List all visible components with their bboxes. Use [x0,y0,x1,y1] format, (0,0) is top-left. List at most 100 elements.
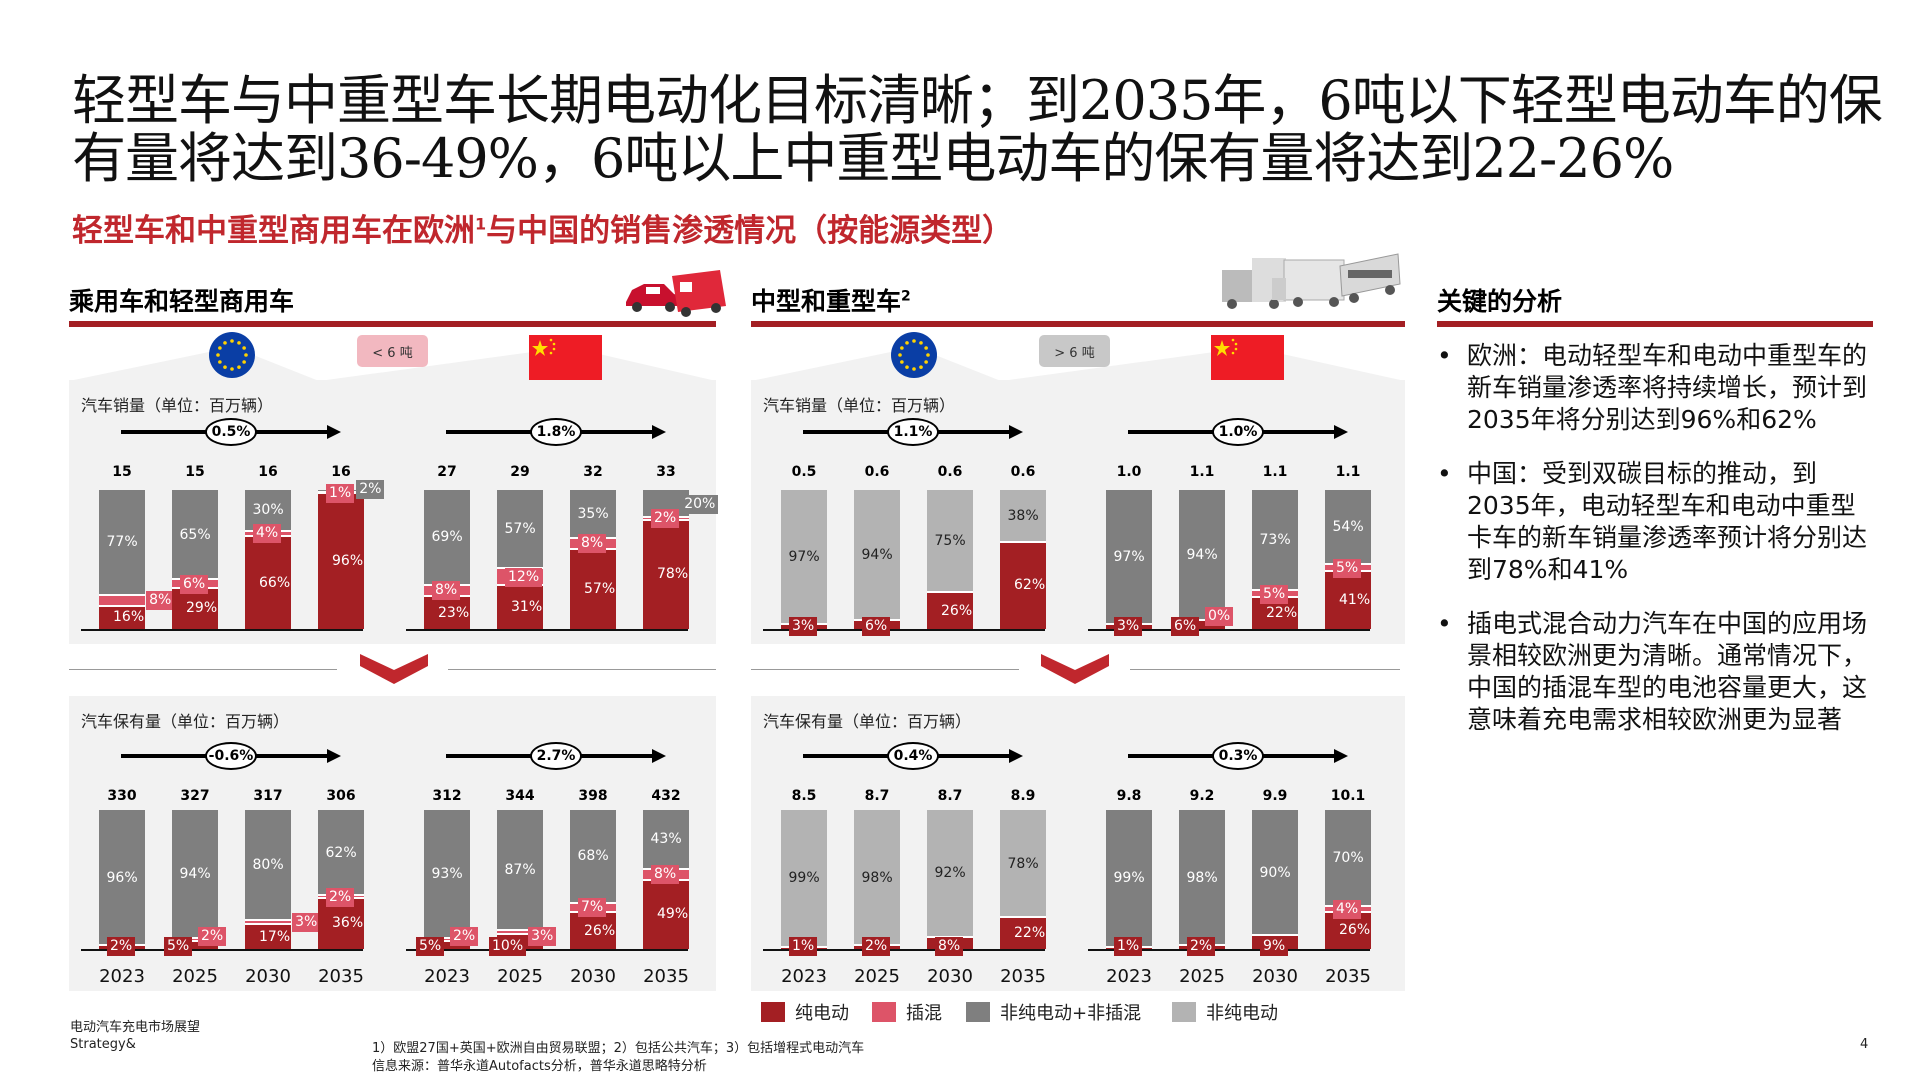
bar-segment-bev [245,537,291,629]
trucks-bus-icon [1222,253,1401,309]
segment-label-other: 97% [1113,548,1145,565]
page-title: 轻型车与中重型车长期电动化目标清晰；到2035年，6吨以下轻型电动车的保有量将达… [72,69,1883,190]
light-sales-panel: 汽车销量（单位：百万辆） 0.5% 15 16% 8% 77% 15 29% 6% 65% 16 66… [69,380,719,644]
year-label: 2030 [927,966,973,987]
bar-total: 32 [583,464,603,480]
bar-total: 10.1 [1330,788,1366,804]
analysis-item: 插电式混合动力汽车在中国的应用场景相较欧洲更为清晰。通常情况下，中国的插混车型的… [1437,608,1877,736]
bar-segment-other [1106,810,1152,948]
segment-label-other: 20% [681,495,719,515]
segment-label-phev: 2% [450,927,479,946]
growth-arrow-head [652,425,666,439]
segment-label-other: 69% [431,529,463,546]
bar-segment-bev [497,585,543,629]
analysis-divider [1437,321,1873,327]
divider-line [69,669,337,670]
segment-label-phev: 4% [1333,900,1362,920]
segment-label-other: 30% [252,502,284,519]
footer-source: 信息来源：普华永道Autofacts分析，普华永道思略特分析 [372,1059,707,1074]
segment-label-bev: 22% [1266,605,1298,622]
bar-segment-bev [424,942,470,949]
bar-segment-bev [172,942,218,949]
segment-label-phev: 2% [198,927,227,946]
bar-segment-phev [497,930,543,936]
footer-report: 电动汽车充电市场展望 [70,1020,201,1035]
bar-segment-bev [99,606,145,629]
heavy-section-title-text: 中型和重型车 [751,287,902,316]
bar-segment-phev [172,939,218,943]
heavy-divider [751,321,1405,327]
segment-label-other: 90% [1259,864,1291,881]
segment-label-other: 54% [1332,519,1364,536]
bar-segment-other [927,810,973,938]
bar-segment-bev [643,520,689,629]
segment-label-other: 78% [1007,855,1039,872]
year-label: 2035 [643,966,689,987]
year-label: 2023 [99,966,145,987]
cagr-label: 2.7% [530,742,582,770]
legend-swatch [1172,1002,1196,1022]
year-label: 2030 [570,966,616,987]
light-section-title: 乘用车和轻型商用车 [69,287,295,316]
legend-swatch [872,1002,896,1022]
bar-segment-other [570,810,616,904]
segment-label-bev: 49% [657,906,689,923]
segment-label-phev: 8% [651,865,680,885]
bar-segment-bev [570,549,616,629]
bar-segment-other [1000,810,1046,919]
bar-total: 16 [258,464,278,480]
bar-segment-phev [99,595,145,607]
bar-segment-other [99,810,145,947]
bar-total: 306 [326,788,356,804]
legend-label: 插混 [906,1003,942,1024]
year-label: 2025 [172,966,218,987]
panel-label: 汽车销量（单位：百万辆） [81,396,274,415]
bar-segment-bev [1000,918,1046,949]
bar-total: 15 [112,464,132,480]
panel-label: 汽车保有量（单位：百万辆） [763,712,972,731]
analysis-item: 中国：受到双碳目标的推动，到2035年，电动轻型车和电动中重型卡车的新车销量渗透… [1437,458,1877,586]
segment-label-other: 93% [431,866,463,883]
segment-label-other: 57% [504,521,536,538]
bar-total: 1.1 [1189,464,1215,480]
analysis-section-title: 关键的分析 [1437,287,1563,316]
segment-label-bev: 8% [935,937,964,956]
bar-total: 312 [432,788,462,804]
bar-total: 9.9 [1262,788,1288,804]
bar-total: 8.9 [1010,788,1036,804]
legend-other-dark: 非纯电动+非插混 [966,999,1141,1025]
segment-label-bev: 3% [789,617,818,636]
year-label: 2035 [1325,966,1371,987]
bar-segment-other [497,810,543,931]
bar-segment-other [424,810,470,940]
segment-label-phev: 3% [292,913,321,933]
bar-total: 29 [510,464,530,480]
segment-label-other: 96% [106,869,138,886]
segment-label-bev: 6% [862,617,891,636]
analysis-list: 欧洲：电动轻型车和电动中重型车的新车销量渗透率将持续增长，预计到2035年将分别… [1437,340,1877,758]
segment-label-other: 94% [179,866,211,883]
growth-arrow-head [327,425,341,439]
china-flag-icon [1211,335,1284,380]
segment-label-bev: 62% [1014,577,1046,594]
footer-notes: 1）欧盟27国+英国+欧洲自由贸易联盟；2）包括公共汽车；3）包括增程式电动汽车 [372,1041,865,1056]
china-flag-icon [529,335,602,380]
eu-flag-icon [209,332,255,378]
chevron-down-icon [360,654,428,684]
segment-label-phev: 5% [1333,558,1362,578]
chart-baseline [1088,949,1370,951]
year-label: 2025 [854,966,900,987]
bar-segment-bev [318,494,364,629]
bar-segment-bev [424,597,470,629]
legend-swatch [761,1002,785,1022]
panel-label: 汽车保有量（单位：百万辆） [81,712,290,731]
segment-label-other: 97% [788,548,820,565]
segment-label-phev: 5% [1260,584,1289,604]
light-divider [69,321,716,327]
bar-total: 0.6 [937,464,963,480]
cagr-label: 0.5% [205,418,257,446]
chevron-down-icon [1041,654,1109,684]
segment-label-phev: 12% [505,567,543,587]
bar-segment-bev [570,913,616,949]
bar-total: 0.6 [864,464,890,480]
